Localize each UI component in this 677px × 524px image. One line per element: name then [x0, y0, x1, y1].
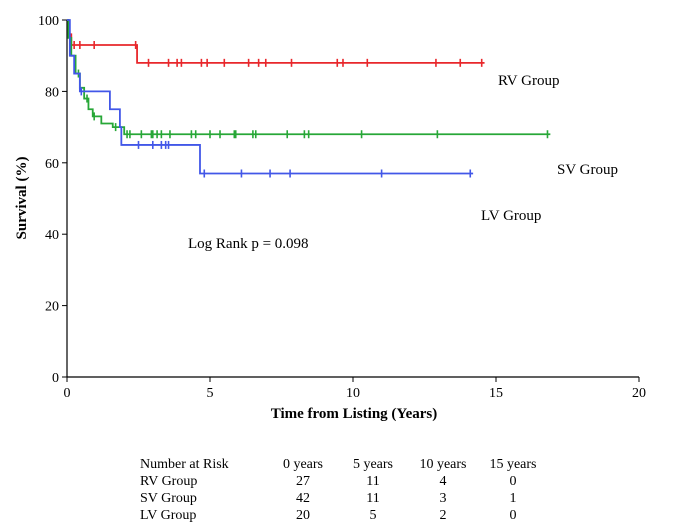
legend-label-rv: RV Group [498, 73, 559, 89]
risk-value: 0 [509, 508, 517, 523]
risk-table: Number at Risk 0 years 5 years 10 years … [140, 456, 548, 524]
y-tick-label: 40 [45, 228, 59, 243]
risk-row-rv: RV Group 27 11 4 0 [140, 473, 548, 490]
x-tick-label: 10 [346, 386, 360, 401]
y-tick-label: 80 [45, 85, 59, 100]
risk-row-lv: LV Group 20 5 2 0 [140, 507, 548, 524]
risk-row-label: RV Group [140, 474, 198, 489]
risk-header-0-years: 0 years [282, 457, 324, 472]
risk-value: 11 [366, 491, 380, 506]
risk-value: 2 [439, 508, 447, 523]
risk-row-sv: SV Group 42 11 3 1 [140, 490, 548, 507]
y-tick-label: 100 [38, 14, 59, 29]
risk-value: 3 [439, 491, 447, 506]
risk-row-label: LV Group [140, 508, 197, 523]
series-line-lv-group [67, 19, 474, 175]
risk-value: 1 [509, 491, 517, 506]
risk-value: 4 [439, 474, 447, 489]
y-axis-title: Survival (%) [14, 157, 30, 240]
risk-header-label: Number at Risk [140, 457, 229, 472]
legend-label-sv: SV Group [557, 162, 618, 178]
y-tick-label: 20 [45, 300, 59, 315]
log-rank-annotation: Log Rank p = 0.098 [188, 236, 309, 252]
risk-row-label: SV Group [140, 491, 197, 506]
series-line-sv-group [67, 19, 551, 136]
series-layer [67, 19, 551, 178]
risk-header-15-years: 15 years [489, 457, 537, 472]
series-line-rv-group [67, 19, 485, 64]
x-tick-label: 15 [489, 386, 503, 401]
risk-value: 27 [296, 474, 310, 489]
risk-value: 20 [296, 508, 310, 523]
risk-value: 5 [369, 508, 377, 523]
x-tick-label: 20 [632, 386, 646, 401]
risk-value: 0 [509, 474, 517, 489]
x-tick-label: 5 [207, 386, 214, 401]
x-tick-label: 0 [64, 386, 71, 401]
risk-header-5-years: 5 years [352, 457, 394, 472]
y-tick-label: 60 [45, 157, 59, 172]
axes: 0 5 10 15 20 0 20 40 60 80 100 [38, 14, 646, 401]
legend-label-lv: LV Group [481, 208, 541, 224]
risk-value: 42 [296, 491, 310, 506]
y-tick-label: 0 [52, 371, 59, 386]
risk-header-10-years: 10 years [419, 457, 467, 472]
risk-table-header: Number at Risk 0 years 5 years 10 years … [140, 456, 548, 473]
x-axis-title: Time from Listing (Years) [271, 406, 438, 422]
risk-value: 11 [366, 474, 380, 489]
